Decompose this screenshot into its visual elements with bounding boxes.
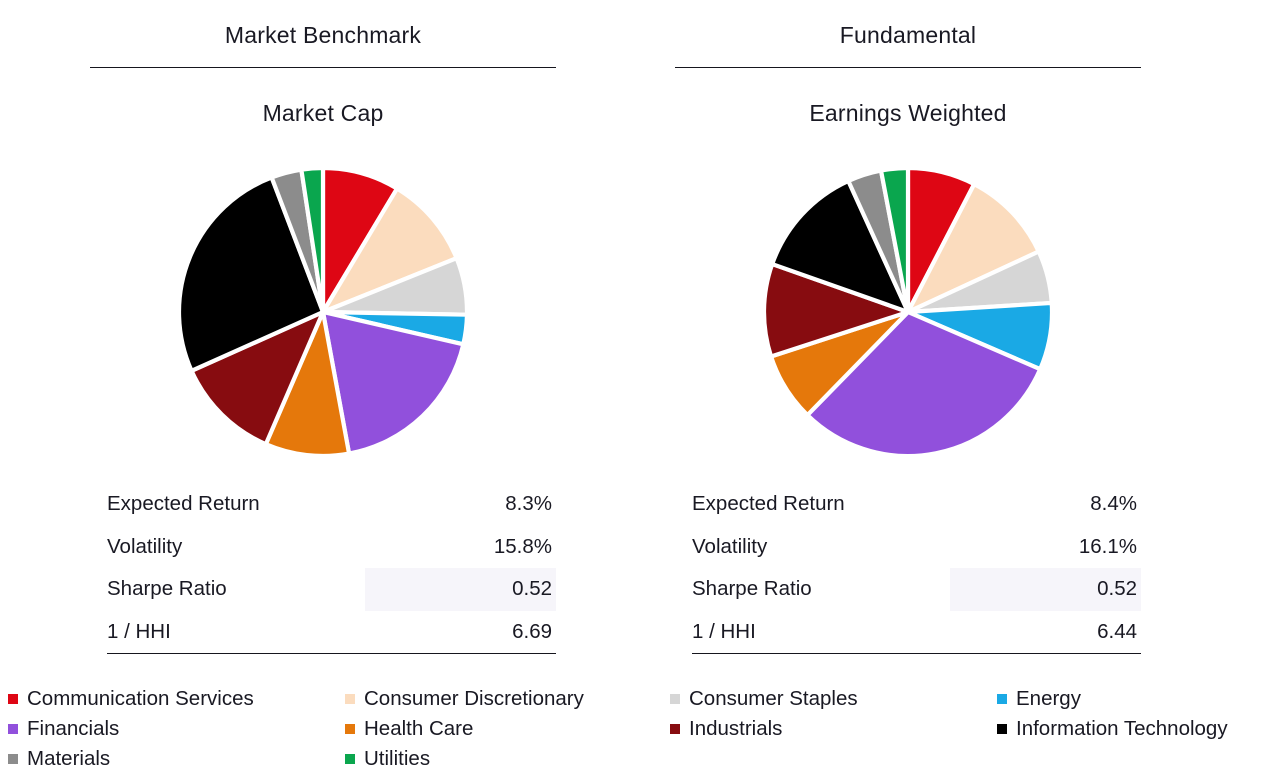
stat-row: Expected Return 8.4% <box>692 483 1141 526</box>
pie-slice-financials <box>320 309 466 456</box>
stat-label: Expected Return <box>107 492 260 516</box>
legend-swatch-icon <box>345 694 355 704</box>
pie-slice-utilities <box>878 165 911 315</box>
legend-swatch-icon <box>670 724 680 734</box>
legend-label: Financials <box>27 717 120 740</box>
pie-chart-market-cap <box>176 165 470 459</box>
legend-label: Materials <box>27 747 111 770</box>
stat-label: Volatility <box>107 534 183 558</box>
legend-label: Health Care <box>364 717 474 740</box>
legend-label: Information Technology <box>1016 717 1228 740</box>
legend-label: Industrials <box>689 717 783 740</box>
legend-item: Information Technology <box>997 714 1277 744</box>
pie-slice-industrials <box>189 309 326 447</box>
stat-row: Volatility 16.1% <box>692 526 1141 569</box>
stat-value: 15.8% <box>493 534 552 558</box>
stats-table-market-benchmark: Expected Return 8.3% Volatility 15.8% Sharpe… <box>107 483 556 654</box>
stats-table-fundamental: Expected Return 8.4% Volatility 16.1% Sharpe… <box>692 483 1141 654</box>
pie-slice-industrials <box>761 261 911 359</box>
legend-swatch-icon <box>997 694 1007 704</box>
pie-title-earnings-weighted: Earnings Weighted <box>809 100 1007 126</box>
stat-value: 0.52 <box>950 568 1141 611</box>
pie-slice-financials <box>805 309 1043 459</box>
pie-slice-consumer-discretionary <box>905 182 1041 315</box>
legend-item: Consumer Staples <box>670 684 997 714</box>
pie-slice-utilities <box>299 165 326 315</box>
legend-swatch-icon <box>997 724 1007 734</box>
stat-row: Sharpe Ratio 0.52 <box>107 568 556 611</box>
stat-label: Expected Return <box>692 492 845 516</box>
pie-slice-consumer-discretionary <box>320 186 459 315</box>
stat-value: 8.4% <box>1090 492 1137 516</box>
legend-swatch-icon <box>8 754 18 764</box>
legend-swatch-icon <box>8 724 18 734</box>
pie-chart-earnings-weighted <box>761 165 1055 459</box>
legend-label: Energy <box>1016 687 1081 710</box>
stat-row: Volatility 15.8% <box>107 526 556 569</box>
stat-row: Expected Return 8.3% <box>107 483 556 526</box>
legend-swatch-icon <box>345 754 355 764</box>
stat-value: 16.1% <box>1078 534 1137 558</box>
legend-swatch-icon <box>345 724 355 734</box>
pie-title-market-cap: Market Cap <box>262 100 384 126</box>
stat-label: Volatility <box>692 534 768 558</box>
pie-slice-information-technology <box>770 178 911 315</box>
legend-item: Energy <box>997 684 1277 714</box>
stat-label: 1 / HHI <box>692 619 756 643</box>
stat-value: 8.3% <box>505 492 552 516</box>
stat-label: Sharpe Ratio <box>692 577 812 601</box>
stat-row: Sharpe Ratio 0.52 <box>692 568 1141 611</box>
legend-item: Health Care <box>345 714 670 744</box>
legend-item: Consumer Discretionary <box>345 684 670 714</box>
stat-value: 6.44 <box>1097 619 1137 643</box>
stat-value: 0.52 <box>365 568 556 611</box>
legend-item: Materials <box>8 744 345 774</box>
legend-item: Utilities <box>345 744 670 774</box>
legend-label: Consumer Staples <box>689 687 858 710</box>
stat-value: 6.69 <box>512 619 552 643</box>
column-header-market-benchmark: Market Benchmark <box>224 22 422 48</box>
panel-fundamental: Fundamental Earnings Weighted Expected R… <box>675 14 1141 654</box>
pie-slice-information-technology <box>176 175 326 373</box>
stat-row: 1 / HHI 6.44 <box>692 611 1141 654</box>
legend-item: Financials <box>8 714 345 744</box>
header-underline <box>675 67 1141 68</box>
header-underline <box>90 67 556 68</box>
sector-legend: Communication Services Consumer Discretio… <box>8 684 1277 774</box>
column-header-fundamental: Fundamental <box>839 22 977 48</box>
stat-label: 1 / HHI <box>107 619 171 643</box>
legend-item: Industrials <box>670 714 997 744</box>
stat-label: Sharpe Ratio <box>107 577 227 601</box>
legend-item: Communication Services <box>8 684 345 714</box>
panel-market-benchmark: Market Benchmark Market Cap Expected Ret… <box>90 14 556 654</box>
stat-row: 1 / HHI 6.69 <box>107 611 556 654</box>
legend-swatch-icon <box>670 694 680 704</box>
legend-label: Communication Services <box>27 687 254 710</box>
legend-swatch-icon <box>8 694 18 704</box>
legend-label: Utilities <box>364 747 431 770</box>
legend-label: Consumer Discretionary <box>364 687 584 710</box>
